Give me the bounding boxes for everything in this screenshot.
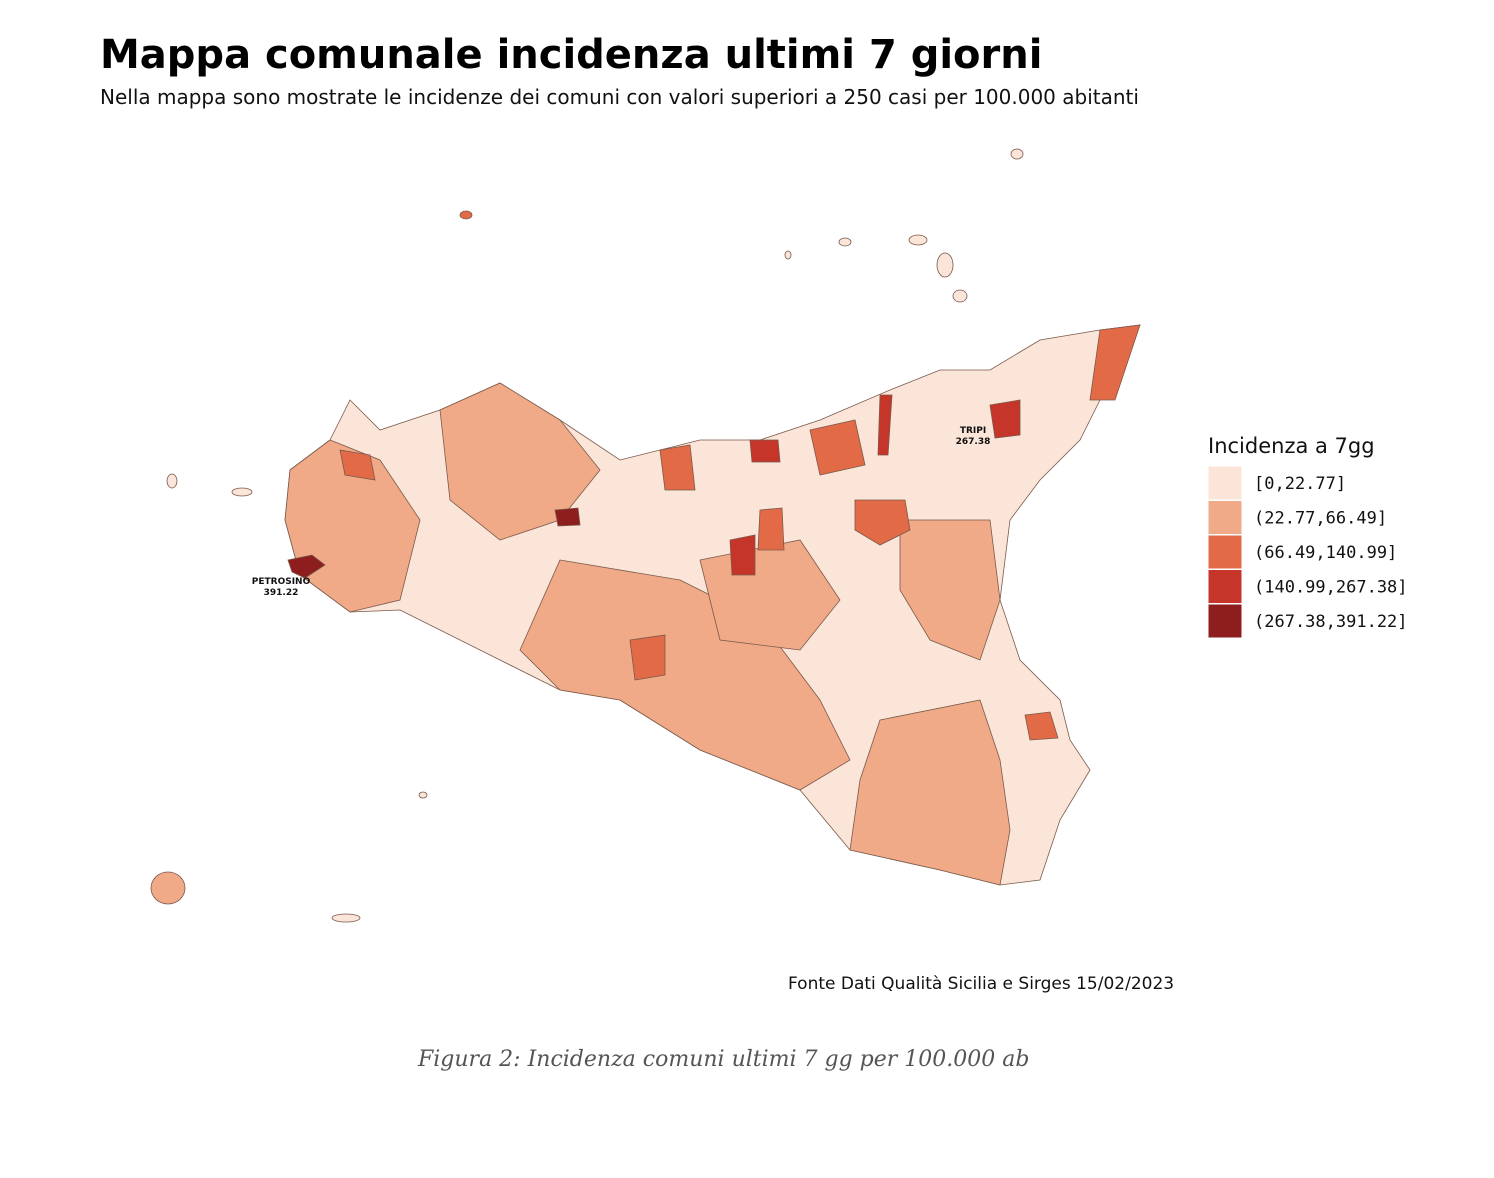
legend-swatch [1207, 500, 1243, 535]
annotation-value: 391.22 [264, 588, 299, 598]
region [749, 439, 781, 463]
region [877, 394, 893, 456]
region [757, 507, 785, 551]
legend-label: (66.49,140.99] [1254, 543, 1397, 563]
region [1089, 324, 1141, 401]
region [339, 449, 376, 481]
island [838, 237, 852, 247]
region [729, 534, 756, 576]
region [554, 507, 581, 527]
island [150, 871, 186, 905]
region [989, 399, 1021, 439]
region [854, 499, 911, 546]
annotation-value: 267.38 [956, 437, 991, 447]
legend-swatch [1207, 569, 1243, 604]
legend-swatch [1207, 603, 1243, 639]
island [784, 250, 792, 260]
map [150, 148, 1141, 923]
title: Mappa comunale incidenza ultimi 7 giorni [100, 32, 1042, 78]
island [908, 234, 928, 246]
legend: [0,22.77] (22.77,66.49] (66.49,140.99] (140… [1207, 465, 1408, 639]
legend-label: (267.38,391.22] [1254, 612, 1408, 632]
island [231, 487, 253, 497]
island [1010, 148, 1024, 160]
island [952, 289, 968, 303]
region [849, 699, 1011, 886]
legend-swatch [1207, 465, 1243, 501]
annotation-name: PETROSINO [252, 577, 311, 587]
island [459, 210, 473, 220]
caption: Figura 2: Incidenza comuni ultimi 7 gg p… [417, 1047, 1029, 1072]
legend-swatch [1207, 534, 1243, 570]
region [659, 444, 696, 491]
region [287, 554, 326, 579]
region [439, 382, 601, 541]
region [1024, 711, 1059, 741]
legend-label: [0,22.77] [1254, 474, 1346, 494]
island [418, 791, 428, 799]
region [899, 519, 1001, 661]
legend-label: (140.99,267.38] [1254, 578, 1408, 598]
annotation-name: TRIPI [960, 426, 986, 436]
island [166, 473, 178, 489]
island [936, 252, 954, 278]
island [331, 913, 361, 923]
subtitle: Nella mappa sono mostrate le incidenze d… [100, 85, 1139, 109]
region [629, 634, 666, 681]
source: Fonte Dati Qualità Sicilia e Sirges 15/0… [788, 974, 1174, 994]
legend-label: (22.77,66.49] [1254, 509, 1387, 529]
legend-title: Incidenza a 7gg [1208, 434, 1375, 458]
region [809, 419, 866, 476]
